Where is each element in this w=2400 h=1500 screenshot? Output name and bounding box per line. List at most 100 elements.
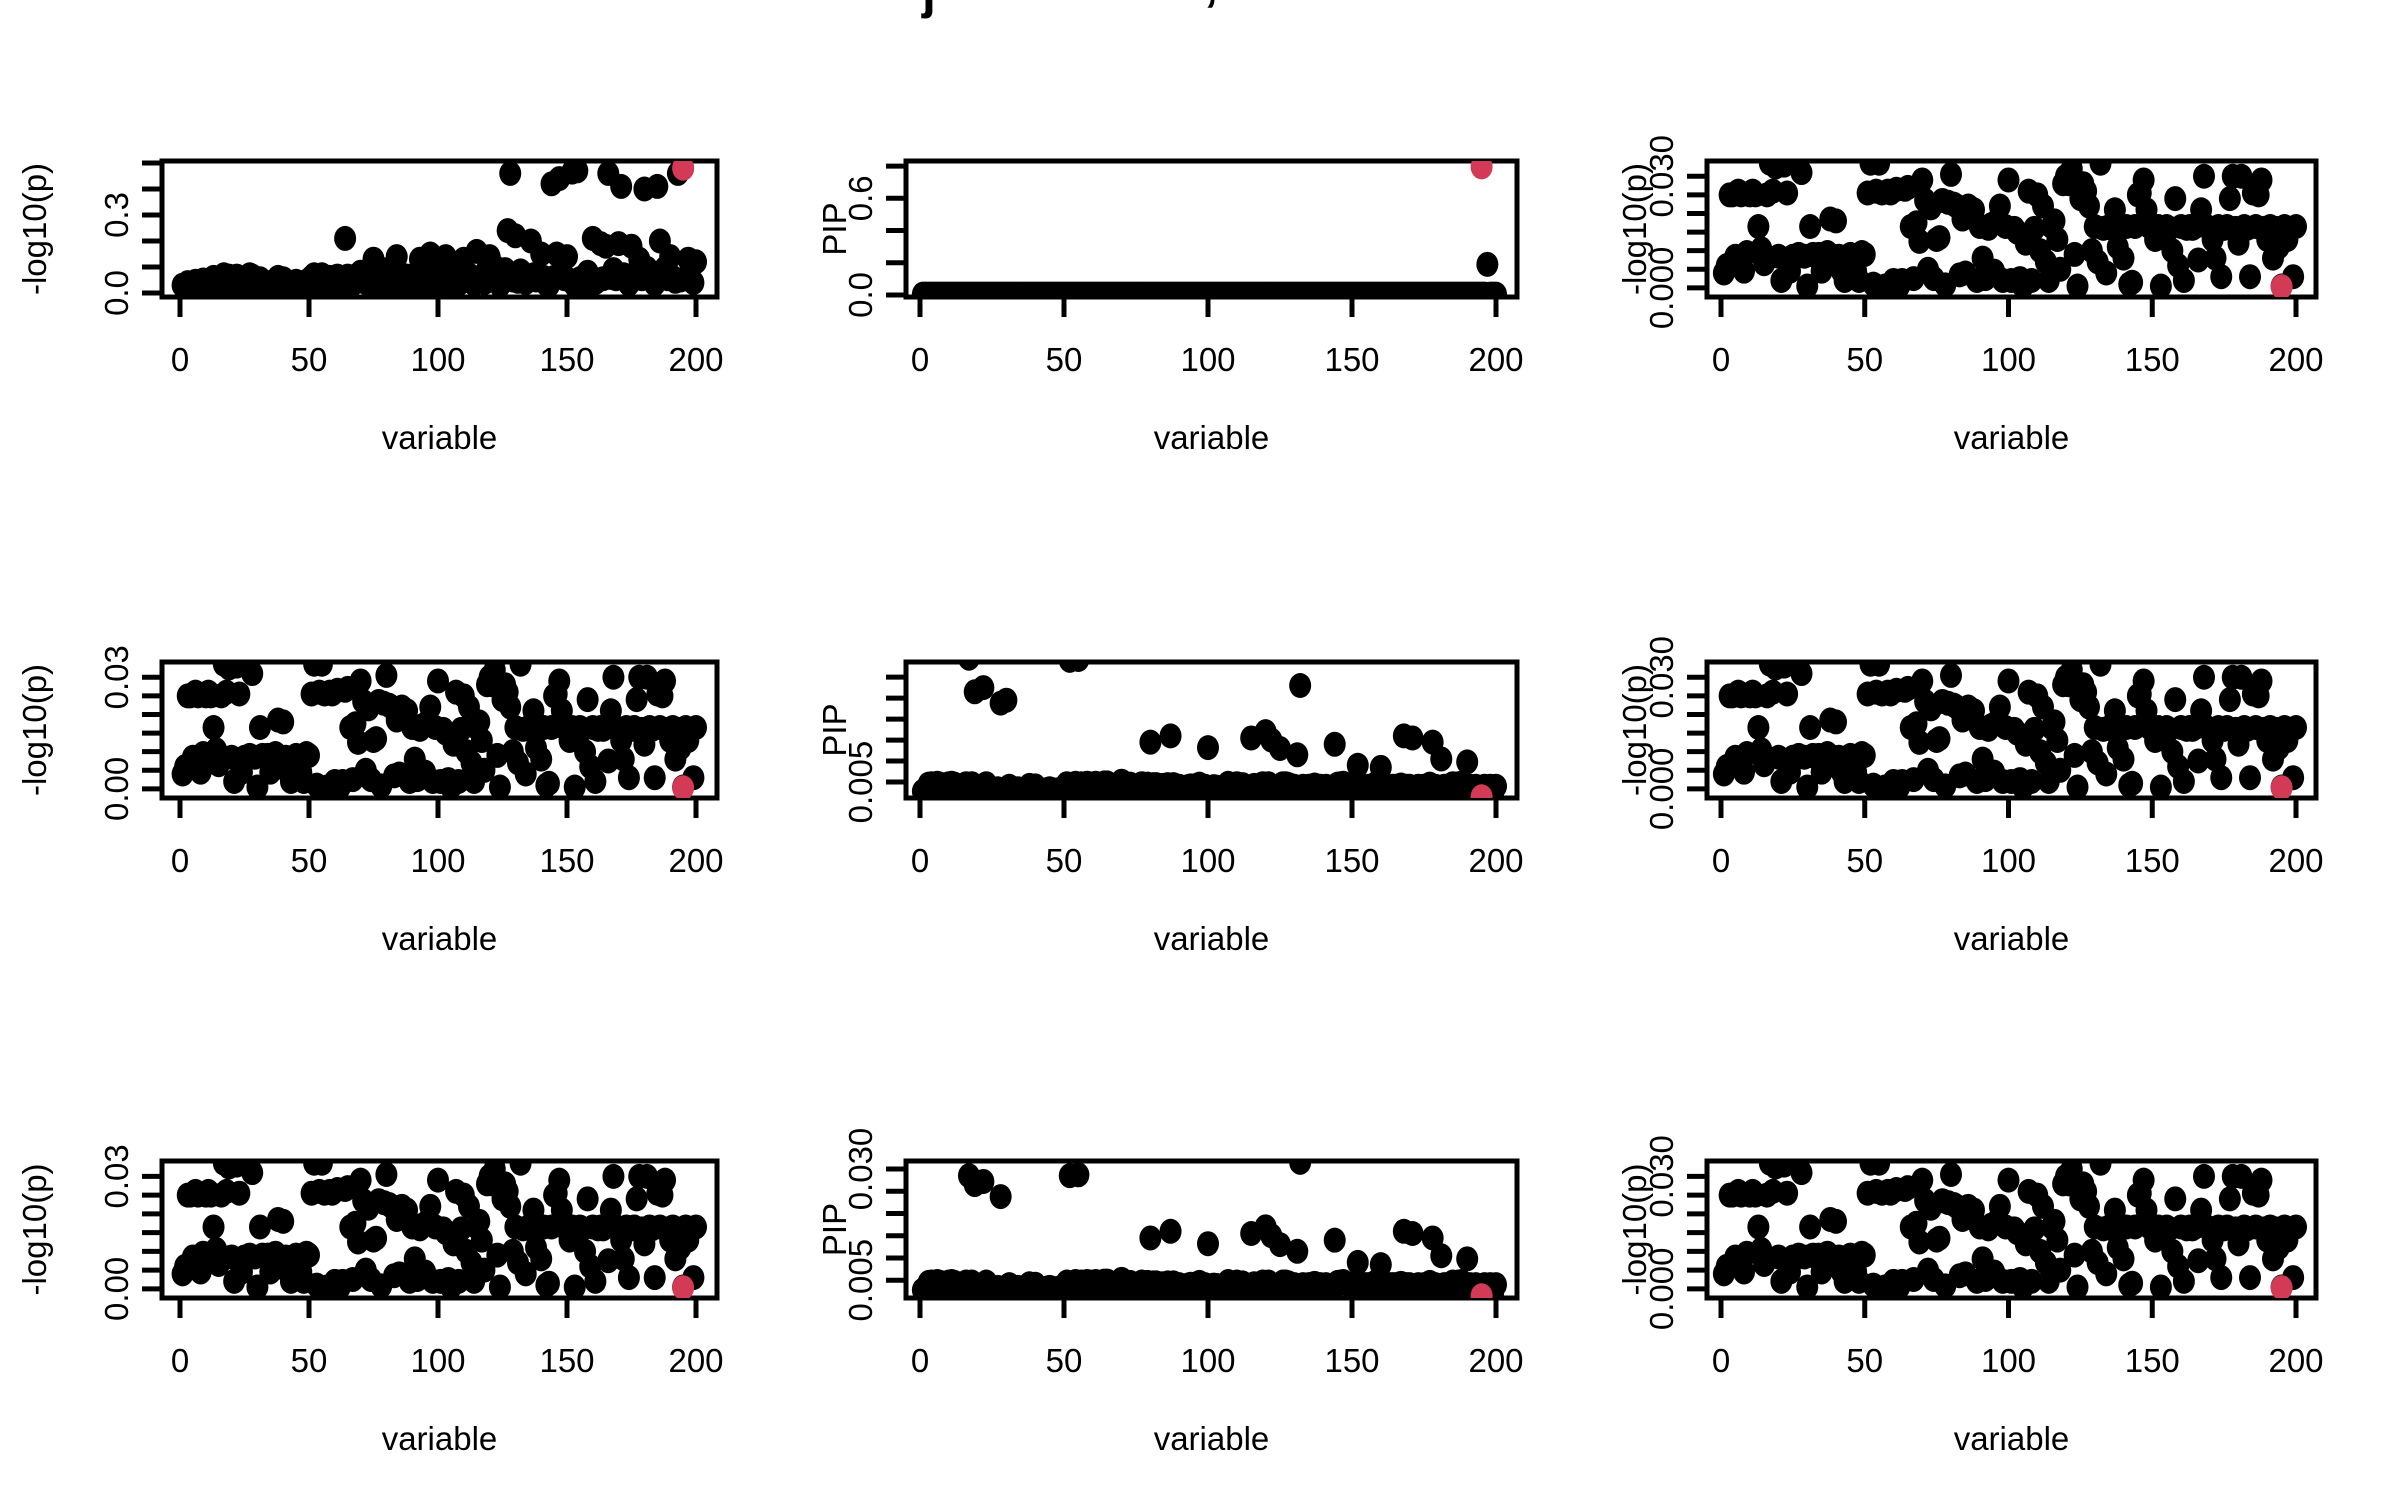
y-tick-label: 0.03 <box>98 645 135 709</box>
y-tick-label: 0.03 <box>98 1144 135 1208</box>
x-tick-label: 100 <box>1180 341 1235 378</box>
y-tick-label: 0.00 <box>98 1257 135 1321</box>
panel-r1c3: 0 50 100 150 200 0.000 0.030 variable -log10(p) <box>1616 135 2324 456</box>
x-tick-label: 0 <box>911 842 929 879</box>
x-tick-label: 200 <box>668 341 723 378</box>
x-axis-title: variable <box>382 419 498 456</box>
x-axis-title: variable <box>1954 920 2070 957</box>
x-tick-label: 200 <box>668 1342 723 1379</box>
data-points <box>171 1161 707 1298</box>
x-tick-label: 200 <box>2268 1342 2323 1379</box>
x-tick-label: 200 <box>1468 842 1523 879</box>
y-tick-label: 0.030 <box>1643 135 1680 218</box>
x-tick-label: 50 <box>291 1342 328 1379</box>
y-tick-label: 0.3 <box>98 192 135 238</box>
panel-r3c1: 0 50 100 150 200 0.00 0.03 variable -log10(p) <box>16 1144 724 1457</box>
y-axis-title: -log10(p) <box>1616 664 1653 796</box>
data-points <box>1712 662 2307 798</box>
highlighted-point <box>672 161 695 181</box>
plot-box <box>159 1158 720 1301</box>
y-tick-label: 0.000 <box>1643 247 1680 330</box>
x-tick-label: 0 <box>1712 842 1730 879</box>
x-tick-label: 150 <box>1324 842 1379 879</box>
plot-box <box>159 158 720 300</box>
highlighted-point <box>672 1275 695 1298</box>
highlighted-point <box>2270 775 2293 798</box>
y-axis-title: -log10(p) <box>16 1163 53 1295</box>
x-tick-label: 0 <box>1712 1342 1730 1379</box>
x-tick-label: 150 <box>2125 842 2180 879</box>
x-tick-label: 50 <box>1846 1342 1883 1379</box>
data-points <box>171 662 707 798</box>
data-points <box>1712 161 2307 297</box>
x-tick-label: 150 <box>539 1342 594 1379</box>
panel-r1c2: 0 50 100 150 200 0.0 0.6 variable PIP <box>816 158 1524 456</box>
panel-r2c3: 0 50 100 150 200 0.000 0.030 variable -log10(p) <box>1616 636 2324 957</box>
y-axis-title: -log10(p) <box>1616 1163 1653 1295</box>
x-tick-label: 0 <box>171 1342 189 1379</box>
plot-box <box>903 158 1520 300</box>
y-tick-label: 0.005 <box>842 741 879 824</box>
highlighted-point <box>672 775 695 798</box>
x-tick-label: 150 <box>2125 341 2180 378</box>
x-tick-label: 50 <box>291 341 328 378</box>
x-tick-label: 0 <box>911 341 929 378</box>
x-axis-title: variable <box>1154 920 1270 957</box>
x-tick-label: 100 <box>1981 1342 2036 1379</box>
x-tick-label: 200 <box>1468 1342 1523 1379</box>
x-tick-label: 150 <box>2125 1342 2180 1379</box>
y-axis-title: -log10(p) <box>1616 163 1653 295</box>
highlighted-point <box>1470 1283 1493 1298</box>
x-tick-label: 50 <box>1046 842 1083 879</box>
title-fragment-comma: , <box>1204 0 1218 12</box>
y-axis-title: -log10(p) <box>16 664 53 796</box>
panel-r1c1: 0 50 100 150 200 0.0 0.3 variable -log10(p) <box>16 158 724 456</box>
highlighted-point <box>2270 1275 2293 1298</box>
plot-box <box>159 659 720 801</box>
y-tick-label: 0.00 <box>98 757 135 821</box>
panel-r3c3: 0 50 100 150 200 0.000 0.030 variable -log10(p) <box>1616 1135 2324 1457</box>
x-tick-label: 150 <box>1324 341 1379 378</box>
y-axis-title: -log10(p) <box>16 163 53 295</box>
x-tick-label: 0 <box>171 842 189 879</box>
x-tick-label: 0 <box>911 1342 929 1379</box>
x-tick-label: 50 <box>1846 842 1883 879</box>
x-tick-label: 100 <box>410 341 465 378</box>
x-tick-label: 100 <box>1180 842 1235 879</box>
x-tick-label: 50 <box>1046 341 1083 378</box>
panel-r2c2: 0 50 100 150 200 0.005 variable PIP <box>816 659 1524 957</box>
panel-r2c1: 0 50 100 150 200 0.00 0.03 variable -log10(p) <box>16 645 724 957</box>
x-tick-label: 100 <box>1981 341 2036 378</box>
data-points <box>911 662 1507 798</box>
x-tick-label: 50 <box>291 842 328 879</box>
x-tick-label: 0 <box>1712 341 1730 378</box>
data-points <box>911 161 1507 297</box>
y-tick-label: 0.030 <box>842 1128 879 1211</box>
x-tick-label: 100 <box>410 1342 465 1379</box>
x-tick-label: 200 <box>2268 341 2323 378</box>
x-tick-label: 150 <box>539 341 594 378</box>
highlighted-point <box>1470 784 1493 798</box>
x-axis-title: variable <box>1154 419 1270 456</box>
x-tick-label: 50 <box>1846 341 1883 378</box>
panel-r3c2: 0 50 100 150 200 0.005 0.030 variable PIP <box>816 1128 1524 1457</box>
x-tick-label: 100 <box>410 842 465 879</box>
data-points <box>171 161 707 297</box>
data-points <box>911 1161 1507 1298</box>
plot-box <box>1704 659 2319 801</box>
x-tick-label: 200 <box>668 842 723 879</box>
highlighted-point <box>2270 274 2293 297</box>
y-axis-title: PIP <box>816 1203 853 1256</box>
y-tick-label: 0.0 <box>842 272 879 318</box>
clipped-main-title: j , <box>0 0 2400 42</box>
x-tick-label: 0 <box>171 341 189 378</box>
y-tick-label: 0.0 <box>98 270 135 316</box>
title-fragment-j: j <box>922 0 936 20</box>
y-axis-title: PIP <box>816 703 853 756</box>
x-tick-label: 100 <box>1180 1342 1235 1379</box>
highlighted-point <box>1470 161 1493 180</box>
y-tick-label: 0.000 <box>1643 1248 1680 1331</box>
x-axis-title: variable <box>1954 1420 2070 1457</box>
x-axis-title: variable <box>1954 419 2070 456</box>
